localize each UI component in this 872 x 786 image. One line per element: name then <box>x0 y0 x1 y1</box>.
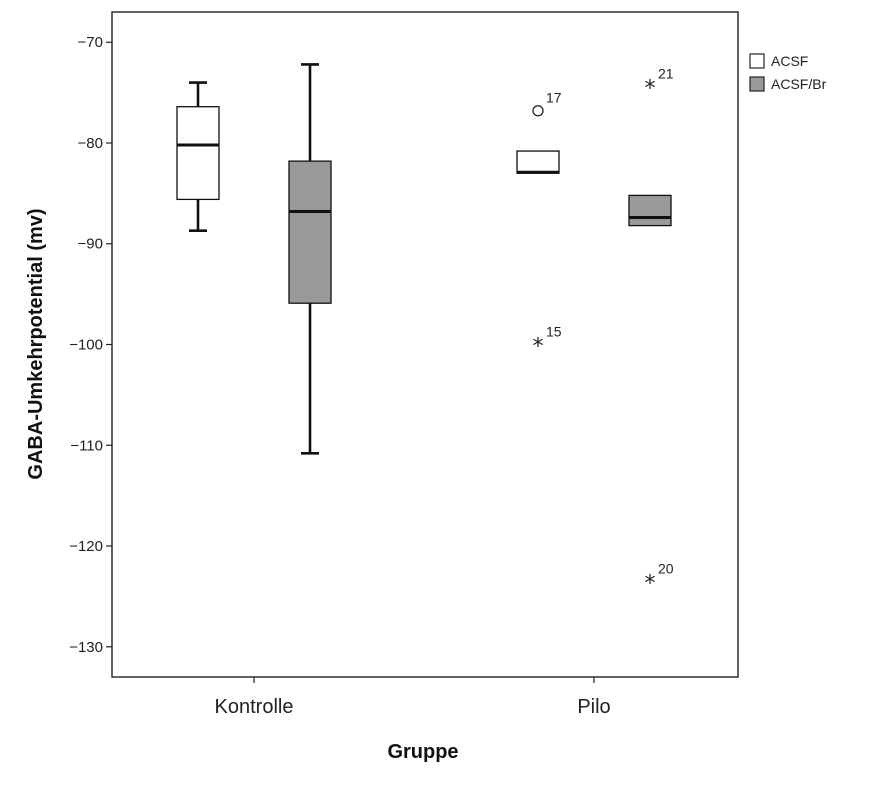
box-acsf-kontrolle <box>176 81 220 232</box>
y-tick-label: −70 <box>78 34 103 51</box>
outlier-circle <box>532 105 544 117</box>
outlier-label: 21 <box>658 66 674 82</box>
box-series <box>176 63 672 455</box>
legend-label: ACSF <box>771 53 808 69</box>
outlier-points: 17*15*21*20 <box>532 66 674 596</box>
y-axis: −70 −80 −90 −100 −110 −120 −130 <box>69 34 112 656</box>
outlier-label: 15 <box>546 324 562 340</box>
iqr-box <box>176 106 220 201</box>
iqr-box <box>288 160 332 304</box>
box-acsf-br-kontrolle <box>288 63 332 455</box>
iqr-box <box>628 194 672 227</box>
x-axis-title: Gruppe <box>387 741 458 763</box>
legend-swatch <box>749 76 765 92</box>
y-axis-title: GABA-Umkehrpotential (mv) <box>25 208 47 479</box>
outlier-label: 20 <box>658 560 674 576</box>
box-acsf-br-pilo <box>628 194 672 227</box>
y-tick-label: −90 <box>78 236 103 253</box>
x-category-label: Kontrolle <box>215 696 294 718</box>
outlier-label: 17 <box>546 90 562 106</box>
x-category-label: Pilo <box>577 696 610 718</box>
y-tick-label: −80 <box>78 135 103 152</box>
y-tick-label: −110 <box>70 437 103 454</box>
y-tick-label: −130 <box>69 639 103 656</box>
box-acsf-pilo <box>516 150 560 174</box>
y-tick-label: −120 <box>69 538 103 555</box>
legend: ACSF ACSF/Br <box>749 53 827 92</box>
extreme-star: * <box>645 571 656 596</box>
legend-label: ACSF/Br <box>771 76 827 92</box>
extreme-star: * <box>645 77 656 102</box>
x-axis: Kontrolle Pilo <box>215 677 611 718</box>
y-tick-label: −100 <box>69 337 103 354</box>
iqr-box <box>516 150 560 174</box>
extreme-star: * <box>533 335 544 360</box>
legend-swatch <box>749 53 765 69</box>
